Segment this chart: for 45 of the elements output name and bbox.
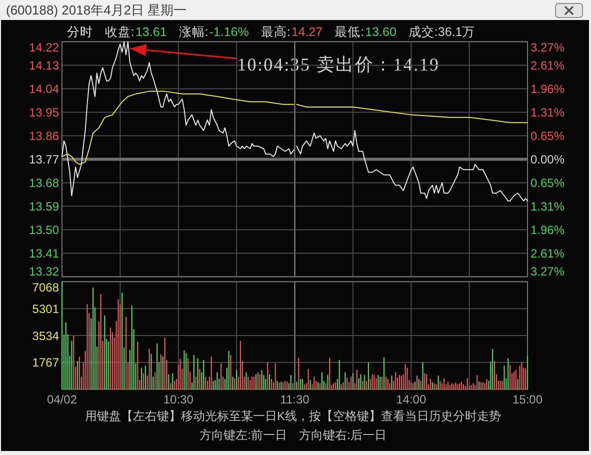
- text: 收盘:: [105, 25, 134, 39]
- text: 13.61: [135, 25, 167, 39]
- y-tick-label: 1767: [32, 356, 60, 370]
- text: 1.96%: [530, 82, 565, 96]
- y-tick-label: 13.41: [28, 246, 60, 260]
- text: 方向键左:前一日: [200, 428, 287, 442]
- chart-title: (600188) 2018年4月2日 星期一: [6, 2, 187, 18]
- text: 2.61%: [530, 246, 565, 260]
- y-tick-label: 13.86: [28, 129, 60, 143]
- text: 方向键右:后一日: [299, 428, 386, 442]
- text: 分时: [67, 25, 93, 39]
- text: 3.27%: [530, 40, 565, 54]
- y-tick-label: 14.04: [28, 82, 60, 96]
- y-tick-label: 13.68: [28, 176, 60, 190]
- text: 14.27: [291, 25, 323, 39]
- y-tick-label: 3534: [32, 328, 60, 343]
- text: -1.16%: [209, 25, 249, 39]
- text: 0.65%: [530, 176, 565, 190]
- y-tick-label: 14.22: [28, 40, 60, 54]
- y-tick-label: 13.77: [28, 152, 60, 166]
- text: 1.31%: [530, 200, 565, 214]
- y-tick-label: 5301: [32, 302, 60, 316]
- text: 涨幅:: [178, 25, 208, 39]
- y-tick-label: 13.50: [28, 223, 60, 237]
- y-tick-label: 13.59: [28, 200, 60, 214]
- y-tick-label: 7068: [32, 280, 60, 294]
- y-tick-label: 13.32: [28, 264, 60, 278]
- text: 最高:: [260, 24, 290, 39]
- text: 13.60: [365, 25, 396, 39]
- text: 3.27%: [530, 264, 565, 278]
- text: 1.96%: [530, 222, 565, 237]
- x-tick-label: 11:30: [280, 392, 310, 406]
- text: 1.31%: [530, 105, 565, 120]
- text: 最低:: [334, 25, 364, 39]
- text: 2.61%: [530, 58, 565, 73]
- x-tick-label: 15:00: [512, 392, 543, 406]
- y-tick-label: 14.13: [28, 58, 60, 72]
- x-tick-label: 14:00: [396, 392, 426, 406]
- x-tick-label: 10:30: [163, 392, 194, 406]
- text: 用键盘【左右键】移动光标至某一日K线，按【空格键】查看当日历史分时走势: [84, 409, 502, 423]
- x-tick-label: 04/02: [46, 392, 78, 406]
- y-tick-label: 13.95: [28, 106, 60, 120]
- text: 0.00%: [530, 152, 565, 166]
- text: 0.65%: [530, 129, 565, 144]
- text: 成交:36.1万: [408, 24, 476, 39]
